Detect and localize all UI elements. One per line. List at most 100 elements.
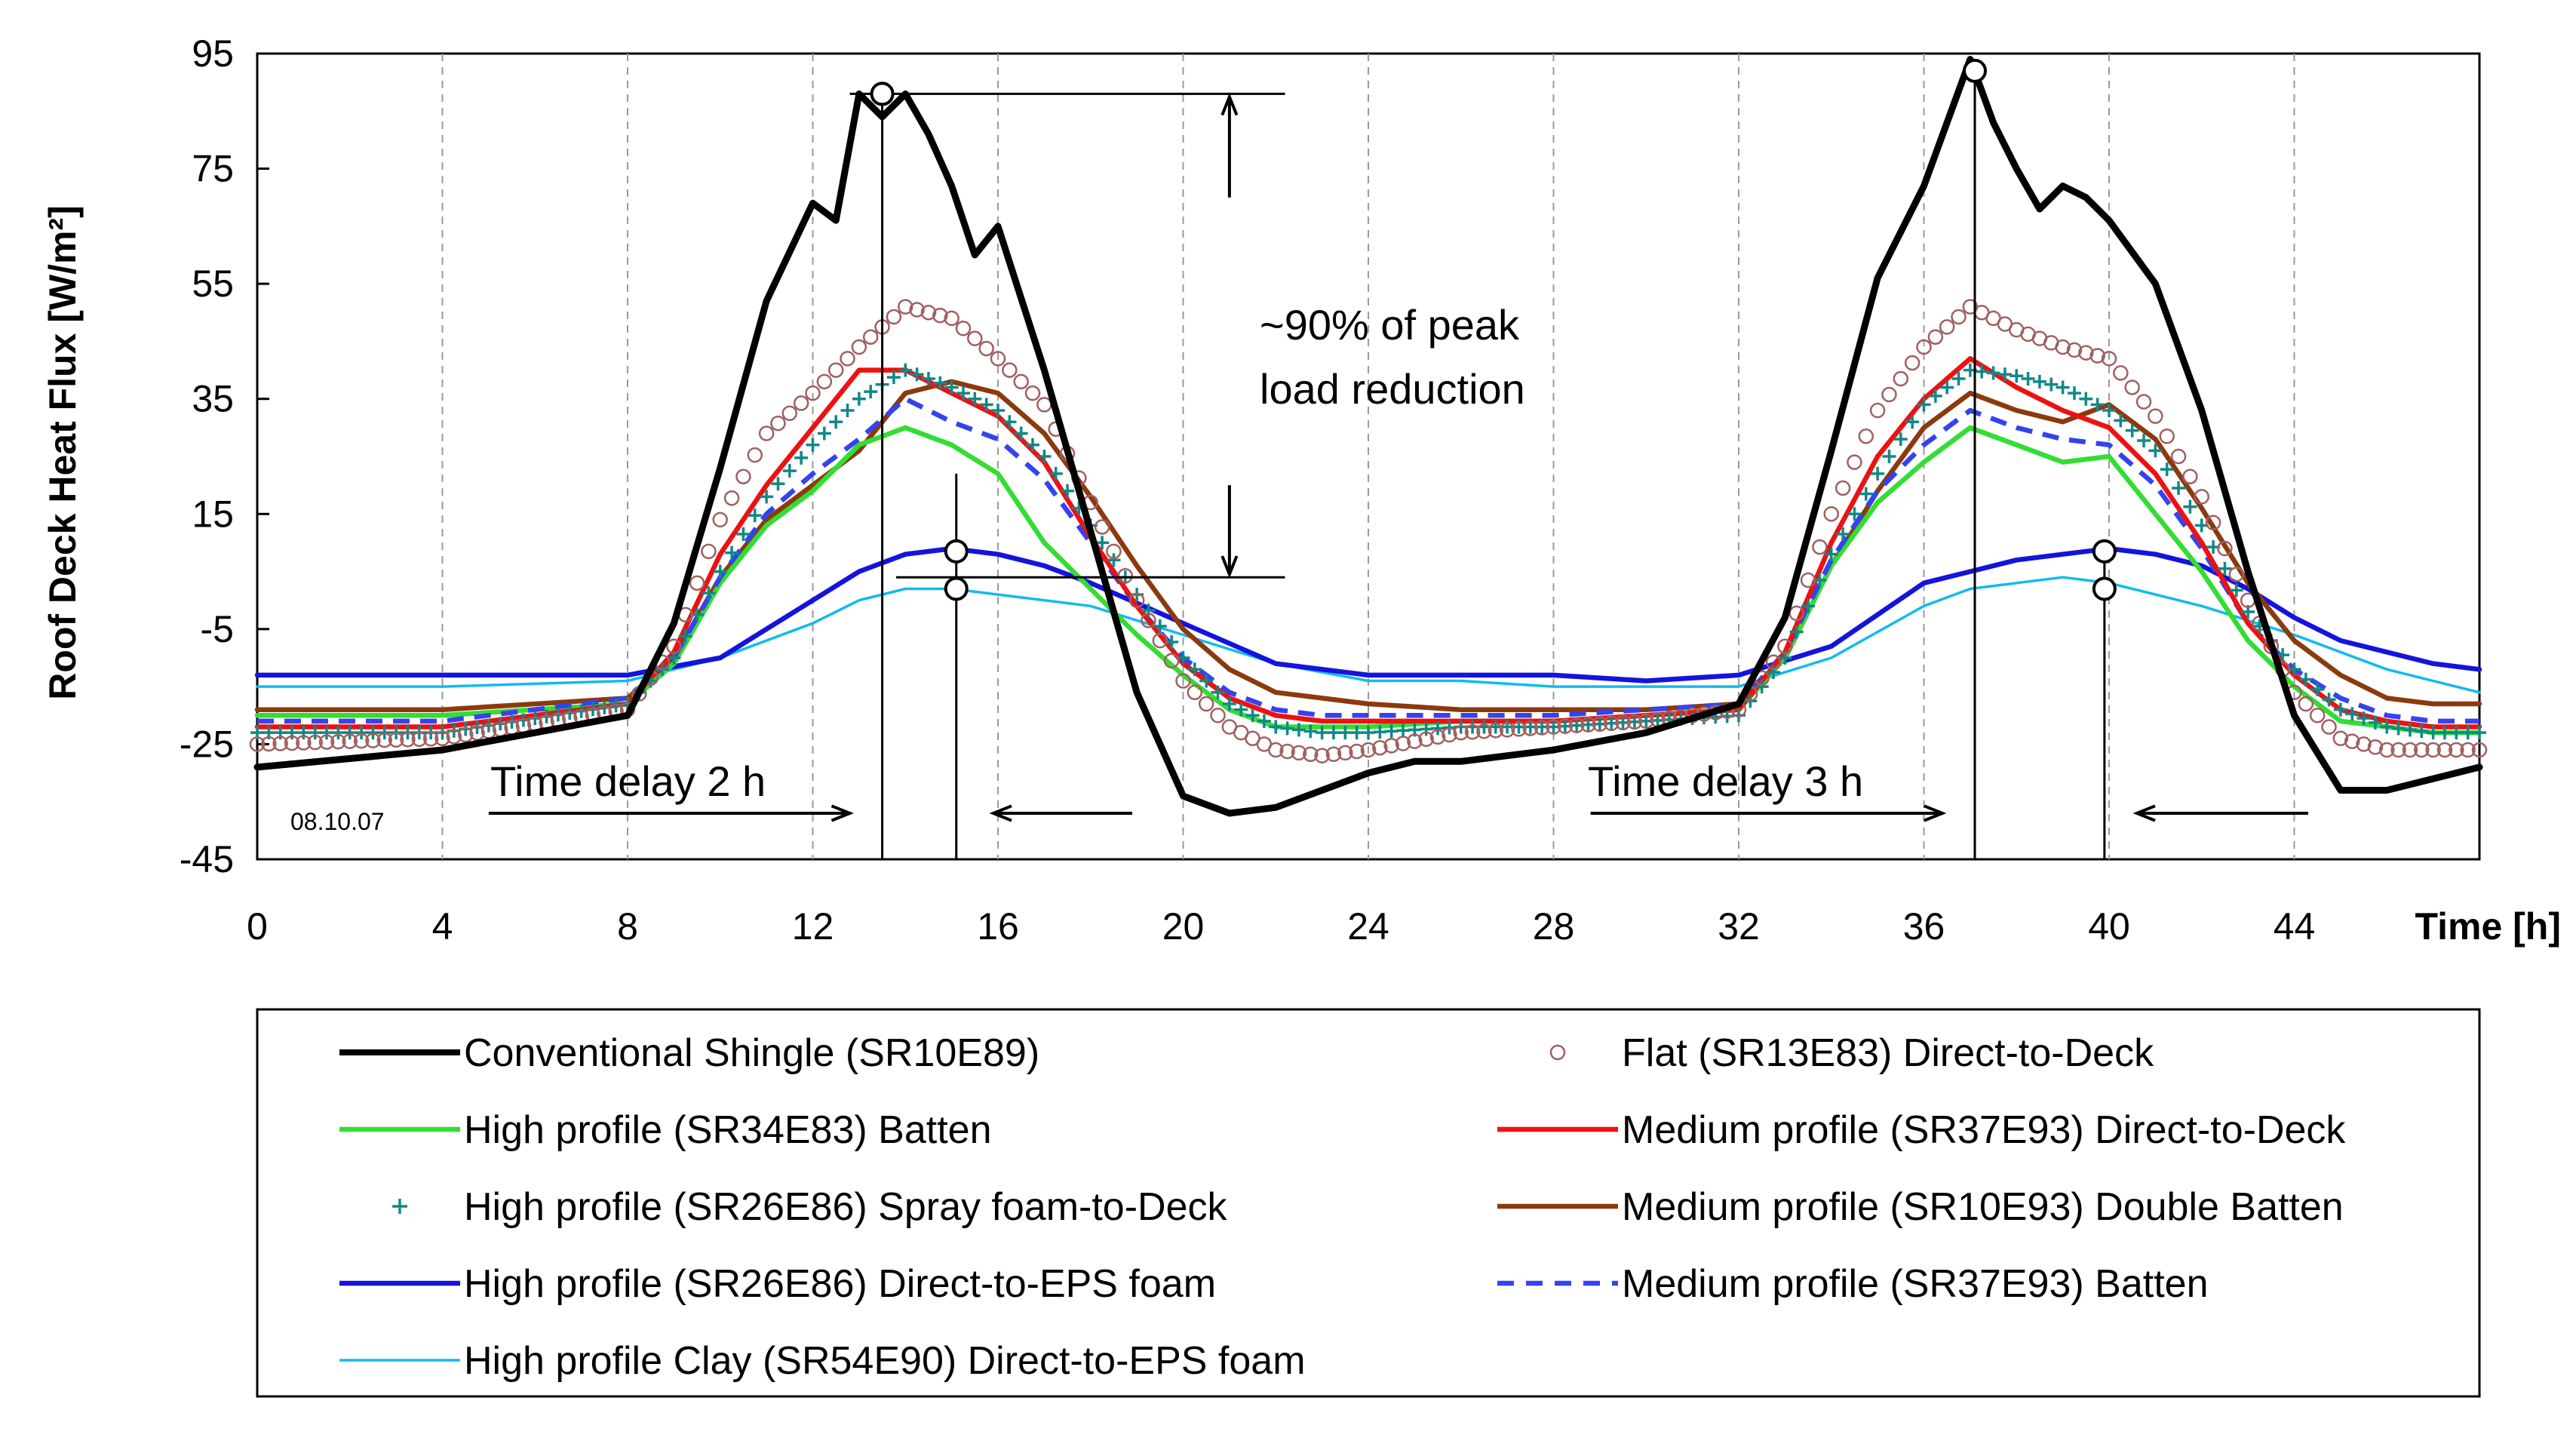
data-point <box>1626 714 1643 730</box>
data-point <box>1476 723 1492 739</box>
data-point <box>851 339 867 355</box>
data-point <box>840 351 855 367</box>
data-point <box>1858 429 1874 444</box>
data-point <box>2079 392 2093 406</box>
data-point <box>725 545 739 560</box>
data-point <box>1511 721 1527 737</box>
data-point <box>353 733 370 749</box>
data-point <box>2102 403 2116 417</box>
legend-label: Medium profile (SR37E93) Direct-to-Deck <box>1622 1108 2346 1152</box>
data-point <box>1175 673 1191 689</box>
data-point <box>1788 605 1804 622</box>
data-point <box>2114 413 2128 428</box>
data-point <box>342 733 358 749</box>
data-point <box>1812 539 1828 555</box>
data-point <box>1061 484 1075 498</box>
x-tick-label: 24 <box>1347 905 1389 948</box>
data-point <box>2055 339 2071 355</box>
data-point <box>307 734 323 751</box>
data-point <box>1917 398 1931 412</box>
data-point <box>2066 342 2083 358</box>
data-point <box>944 310 959 327</box>
data-point <box>666 638 682 654</box>
data-point <box>1362 726 1375 740</box>
reduction-arrow-up-head <box>1220 93 1239 116</box>
data-point <box>1859 487 1873 501</box>
data-point <box>1094 519 1110 535</box>
series-4 <box>250 363 2486 740</box>
data-point <box>2160 462 2174 477</box>
data-point <box>2148 408 2163 424</box>
data-point <box>1280 721 1294 736</box>
data-point <box>1396 723 1411 738</box>
data-point <box>1893 370 1909 387</box>
data-point <box>747 447 763 463</box>
data-point <box>771 477 785 491</box>
legend-label: High profile (SR26E86) Spray foam-to-Dec… <box>464 1185 1228 1229</box>
data-point <box>1325 746 1342 763</box>
time-delay-label-day1: Time delay 2 h <box>490 757 766 805</box>
data-point <box>979 398 993 412</box>
data-point <box>2056 380 2070 395</box>
data-point <box>2356 736 2372 752</box>
data-point <box>1431 721 1445 736</box>
legend-label: High profile Clay (SR54E90) Direct-to-EP… <box>464 1339 1306 1383</box>
data-point <box>991 403 1005 417</box>
legend-item: Medium profile (SR10E93) Double Batten <box>1497 1185 2344 1229</box>
legend-item: High profile (SR26E86) Direct-to-EPS foa… <box>339 1262 1216 1306</box>
data-point <box>284 735 300 751</box>
data-point <box>2137 434 2151 448</box>
data-point <box>852 392 866 406</box>
data-point <box>457 726 474 743</box>
data-point <box>2218 561 2232 576</box>
data-point <box>944 380 959 395</box>
legend-label: High profile (SR26E86) Direct-to-EPS foa… <box>464 1262 1216 1306</box>
data-point <box>365 733 381 748</box>
data-point <box>296 735 312 751</box>
data-point <box>342 726 357 740</box>
y-tick-label: 75 <box>192 148 234 190</box>
data-point <box>1916 339 1932 355</box>
legend-label: Flat (SR13E83) Direct-to-Deck <box>1622 1031 2154 1075</box>
data-point <box>1522 720 1539 736</box>
legend-item: Medium profile (SR37E93) Direct-to-Deck <box>1497 1108 2346 1152</box>
data-point <box>2170 448 2187 465</box>
data-point <box>701 543 717 560</box>
data-point <box>2332 730 2349 747</box>
date-label: 08.10.07 <box>290 808 385 835</box>
legend-item: Flat (SR13E83) Direct-to-Deck <box>1549 1031 2154 1075</box>
data-point <box>2437 726 2452 740</box>
data-point <box>1871 466 1885 481</box>
data-point <box>1152 632 1168 649</box>
data-point <box>2298 672 2313 687</box>
data-point <box>1014 426 1028 441</box>
data-point <box>1823 506 1839 522</box>
data-point <box>422 731 439 747</box>
series-7 <box>257 396 2479 724</box>
data-point <box>2194 489 2209 505</box>
data-point <box>770 415 786 432</box>
data-point <box>411 731 428 748</box>
data-point <box>1210 708 1226 723</box>
data-point <box>272 736 288 751</box>
data-point <box>1036 397 1052 413</box>
data-point <box>2101 351 2117 367</box>
data-point <box>1141 604 1156 618</box>
data-point <box>1905 415 1920 429</box>
data-point <box>2356 711 2371 726</box>
data-point <box>1951 372 1966 386</box>
data-point <box>261 736 277 752</box>
x-tick-label: 8 <box>617 905 638 948</box>
x-tick-label: 12 <box>792 905 834 948</box>
data-point <box>1986 366 2000 380</box>
data-point <box>689 575 705 591</box>
data-point <box>748 508 762 523</box>
data-point <box>2322 693 2336 707</box>
series-8 <box>256 576 2481 694</box>
data-point <box>320 726 334 740</box>
data-point <box>829 415 843 429</box>
data-point <box>1338 726 1352 740</box>
data-point <box>782 464 797 478</box>
data-point <box>1904 355 1920 371</box>
data-point <box>2298 696 2314 712</box>
